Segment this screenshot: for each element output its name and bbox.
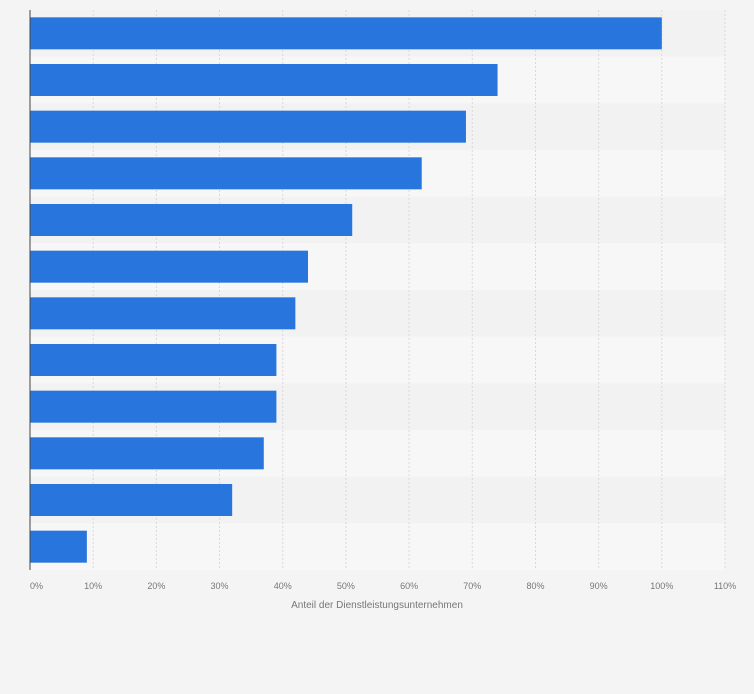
x-tick-label: 80% [526, 581, 544, 591]
x-tick-label: 100% [650, 581, 673, 591]
x-tick-label: 30% [211, 581, 229, 591]
bar [30, 204, 353, 236]
row-band [30, 523, 725, 570]
x-tick-label: 0% [30, 581, 43, 591]
x-tick-label: 90% [590, 581, 608, 591]
bar [30, 17, 662, 50]
bar [30, 64, 498, 96]
x-tick-label: 60% [400, 581, 418, 591]
x-tick-label: 20% [147, 581, 165, 591]
gridlines [92, 10, 726, 570]
x-tick-label: 110% [714, 581, 736, 591]
x-tick-label: 50% [337, 581, 355, 591]
bar [30, 390, 277, 423]
bar [30, 110, 466, 143]
x-tick-label: 40% [274, 581, 292, 591]
bar [30, 250, 308, 283]
bars [30, 17, 662, 563]
x-tick-labels: 0% 10% 20% 30% 40% 50% 60% 70% 80% 90% 100% 110% [30, 581, 736, 591]
x-tick-label: 10% [84, 581, 102, 591]
bar [30, 157, 422, 190]
bar [30, 344, 277, 376]
bar [30, 297, 296, 330]
bar [30, 437, 264, 470]
bar [30, 530, 87, 563]
x-tick-label: 70% [463, 581, 481, 591]
x-axis-label: Anteil der Dienstleistungsunternehmen [291, 600, 463, 611]
bar [30, 484, 233, 516]
